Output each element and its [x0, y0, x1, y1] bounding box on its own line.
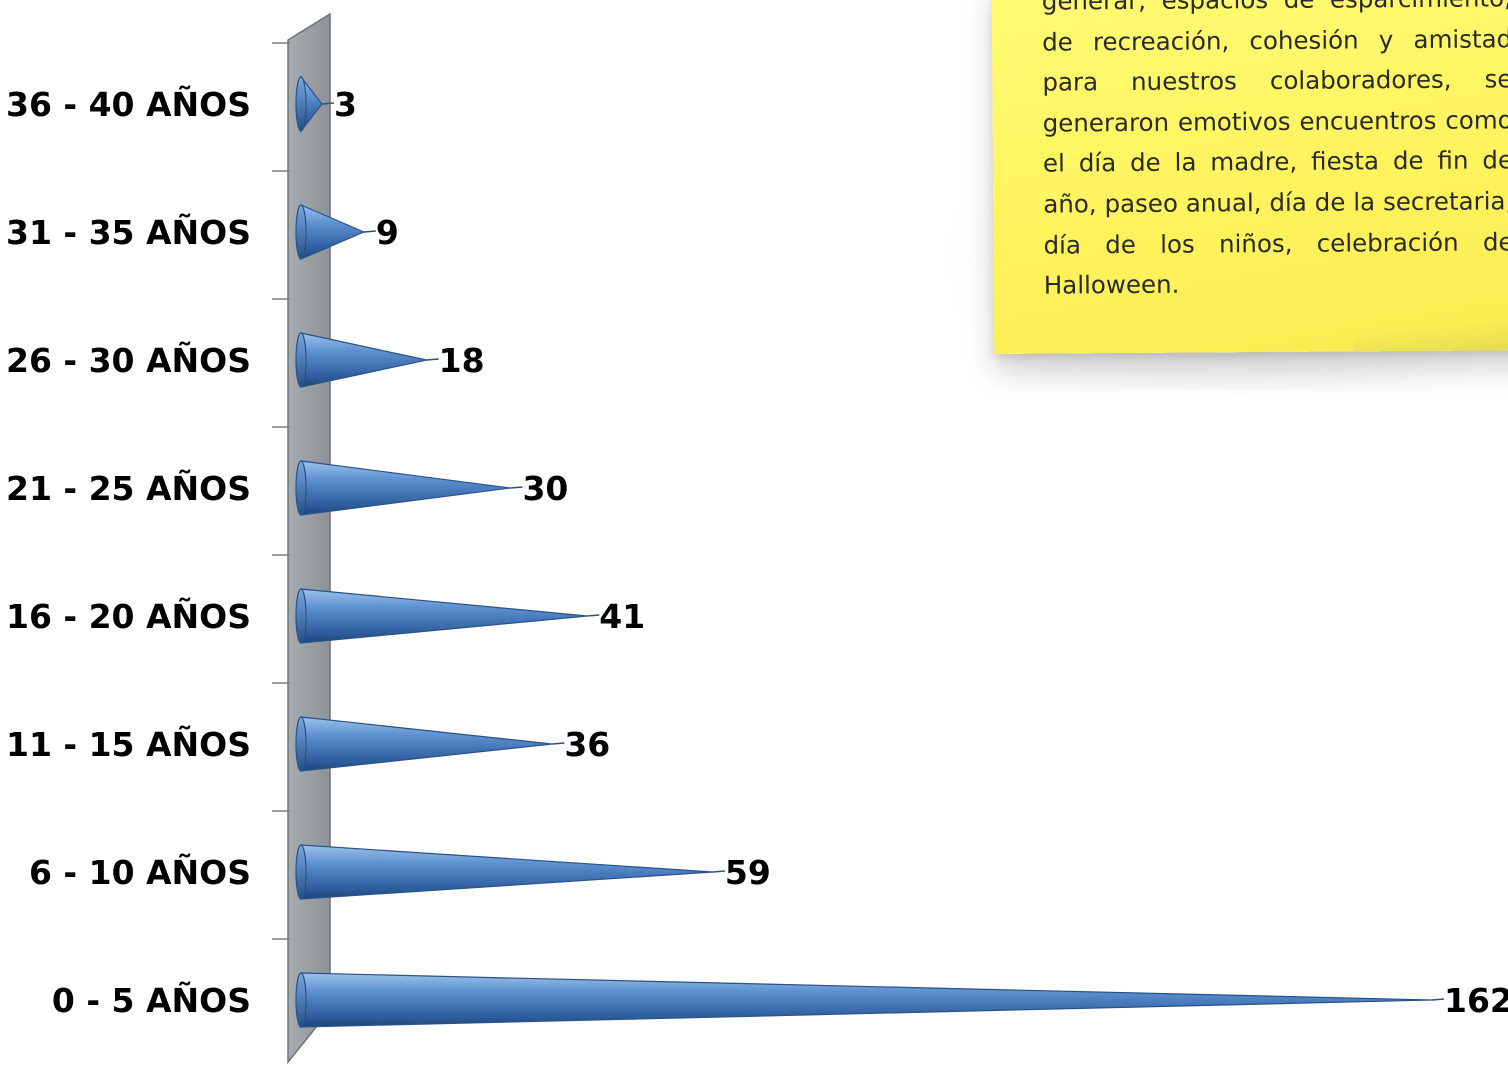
category-labels: 36 - 40 AÑOS 31 - 35 AÑOS 26 - 30 AÑOS 21 -…: [6, 84, 251, 1020]
value-leader: [587, 614, 600, 617]
value-label: 41: [599, 597, 645, 636]
cone-body: [300, 588, 588, 644]
cone-body: [300, 332, 427, 388]
cone-bar: [295, 588, 600, 644]
value-label: 18: [439, 341, 485, 380]
cone-bars: [295, 75, 1445, 1028]
cone-base: [295, 972, 307, 1028]
category-label: 21 - 25 AÑOS: [6, 468, 251, 508]
category-label: 16 - 20 AÑOS: [6, 596, 251, 636]
cone-base: [295, 460, 307, 516]
cone-body: [300, 972, 1433, 1028]
cone-bar: [295, 460, 523, 516]
value-label: 3: [334, 85, 357, 124]
cone-bar: [295, 75, 335, 133]
cone-base: [295, 76, 307, 132]
cone-bar: [295, 716, 565, 772]
value-leader: [1431, 998, 1445, 1001]
sticky-note: generar, espacios de esparcimiento, de r…: [991, 0, 1508, 354]
category-label: 31 - 35 AÑOS: [6, 212, 251, 252]
cone-base: [295, 588, 307, 644]
cone-base: [295, 332, 307, 388]
category-label: 0 - 5 AÑOS: [52, 980, 251, 1020]
sticky-note-text: generar, espacios de esparcimiento, de r…: [1041, 0, 1508, 300]
cone-body: [300, 204, 366, 260]
value-labels: 3 9 18 30 41 36 59 162: [334, 85, 1508, 1020]
cone-body: [300, 844, 713, 900]
value-label: 9: [376, 213, 399, 252]
value-leader: [712, 870, 725, 873]
value-leader: [363, 230, 376, 233]
cone-base: [295, 844, 307, 900]
sticky-note-curl: [1354, 310, 1508, 352]
value-label: 30: [522, 469, 568, 508]
axis-wall-face: [287, 12, 331, 1065]
cone-body: [300, 460, 511, 516]
cone-base: [295, 716, 307, 772]
cone-bar: [295, 204, 376, 260]
value-leader: [510, 486, 523, 489]
axis-wall: [287, 12, 331, 1065]
value-leader: [552, 742, 565, 745]
category-label: 26 - 30 AÑOS: [6, 340, 251, 380]
cone-bar: [295, 844, 725, 900]
cone-bar: [295, 332, 439, 388]
cone-base: [295, 204, 307, 260]
category-label: 11 - 15 AÑOS: [6, 724, 251, 764]
category-label: 36 - 40 AÑOS: [6, 84, 251, 124]
value-label: 162: [1444, 981, 1508, 1020]
axis-ticks: [272, 42, 290, 940]
cone-body: [300, 716, 553, 772]
cone-bar: [295, 972, 1445, 1028]
value-label: 36: [564, 725, 610, 764]
value-label: 59: [725, 853, 771, 892]
category-label: 6 - 10 AÑOS: [29, 852, 251, 892]
value-leader: [426, 358, 439, 361]
value-leader: [321, 102, 335, 105]
